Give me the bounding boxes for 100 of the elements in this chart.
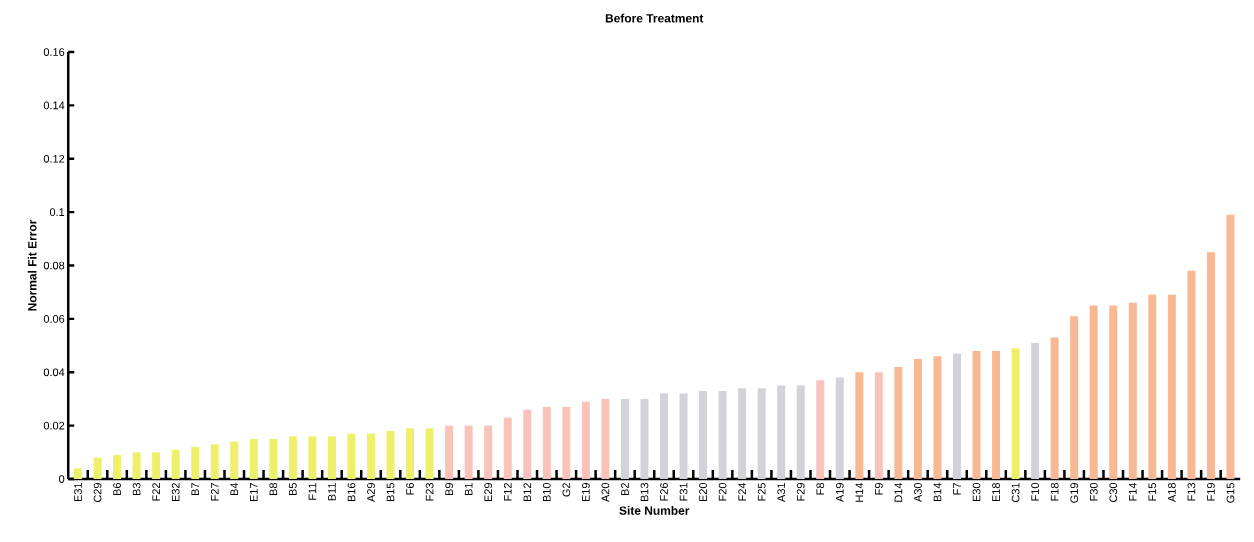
bar bbox=[367, 433, 375, 479]
x-tick-label: E20 bbox=[699, 482, 707, 502]
x-tick-label: D14 bbox=[894, 482, 903, 502]
x-tick-label: A30 bbox=[914, 482, 922, 502]
x-tick-label: B8 bbox=[269, 483, 278, 496]
bar bbox=[777, 385, 786, 479]
x-tick-label: B4 bbox=[230, 482, 239, 496]
x-tick-label: A19 bbox=[835, 483, 844, 502]
y-tick-label: 0.04 bbox=[43, 368, 65, 377]
x-tick-label: F19 bbox=[1207, 483, 1215, 501]
bar bbox=[1206, 252, 1215, 479]
bar bbox=[152, 452, 161, 479]
x-tick-label: E17 bbox=[250, 483, 258, 502]
bar bbox=[835, 377, 844, 479]
x-tick-label: E19 bbox=[581, 483, 590, 502]
x-tick-label: E31 bbox=[74, 483, 82, 502]
x-tick-label: F15 bbox=[1148, 482, 1157, 501]
bar bbox=[210, 444, 219, 479]
bar bbox=[464, 425, 473, 479]
bar bbox=[523, 409, 532, 479]
bar bbox=[1167, 294, 1176, 479]
x-tick-label: B11 bbox=[328, 483, 336, 501]
x-tick-label: A29 bbox=[367, 483, 375, 502]
bar bbox=[816, 380, 825, 479]
bar bbox=[1031, 342, 1040, 479]
y-axis-title: Normal Fit Error bbox=[27, 219, 37, 311]
chart-title: Before Treatment bbox=[605, 13, 704, 23]
x-tick-label: E18 bbox=[992, 483, 1000, 502]
x-tick-label: A20 bbox=[601, 482, 610, 502]
y-tick-label: 0.02 bbox=[43, 421, 65, 430]
x-tick-label: B14 bbox=[933, 482, 942, 502]
x-tick-label: C30 bbox=[1109, 482, 1118, 503]
x-tick-label: F9 bbox=[874, 483, 883, 495]
x-tick-label: E30 bbox=[972, 482, 981, 502]
bar bbox=[1148, 294, 1157, 479]
bar bbox=[757, 388, 766, 479]
x-tick-label: B2 bbox=[621, 483, 629, 496]
x-tick-label: A31 bbox=[777, 483, 786, 502]
x-tick-label: F18 bbox=[1050, 483, 1059, 501]
x-tick-label: G19 bbox=[1070, 483, 1079, 503]
bar bbox=[1187, 270, 1196, 479]
bar bbox=[542, 406, 551, 479]
bar bbox=[718, 390, 727, 479]
bar bbox=[1011, 348, 1020, 479]
x-tick-label: B7 bbox=[191, 483, 199, 496]
bar bbox=[874, 372, 883, 479]
x-tick-label: F24 bbox=[738, 482, 746, 501]
x-tick-label: H14 bbox=[855, 482, 864, 502]
bar bbox=[679, 393, 688, 479]
bar bbox=[445, 425, 454, 479]
x-tick-label: C29 bbox=[93, 483, 102, 503]
x-tick-label: F10 bbox=[1031, 482, 1039, 501]
y-tick-label: 0.1 bbox=[49, 208, 65, 216]
bar bbox=[191, 446, 200, 479]
bar bbox=[855, 372, 864, 479]
x-tick-label: F20 bbox=[718, 482, 727, 501]
x-tick-label: G15 bbox=[1226, 482, 1235, 503]
bar bbox=[1128, 302, 1137, 479]
x-tick-label: B13 bbox=[640, 483, 649, 502]
bar bbox=[249, 438, 258, 479]
bar bbox=[913, 358, 922, 479]
bar bbox=[132, 452, 141, 479]
bar bbox=[796, 385, 805, 479]
y-tick-label: 0.14 bbox=[43, 101, 65, 110]
bar bbox=[640, 398, 649, 479]
bar bbox=[952, 353, 961, 479]
bar bbox=[288, 436, 297, 479]
x-tick-label: F22 bbox=[152, 483, 160, 501]
x-tick-label: F13 bbox=[1187, 483, 1196, 501]
x-tick-label: F26 bbox=[660, 483, 668, 501]
bar bbox=[562, 406, 571, 479]
bar bbox=[74, 468, 82, 479]
bar bbox=[171, 449, 180, 479]
x-tick-label: F29 bbox=[796, 483, 805, 501]
x-tick-label: B9 bbox=[445, 483, 454, 496]
bar bbox=[620, 398, 629, 479]
x-tick-label: E29 bbox=[484, 483, 493, 502]
x-tick-label: B16 bbox=[347, 483, 356, 502]
x-tick-label: F25 bbox=[757, 482, 766, 501]
x-tick-label: B1 bbox=[464, 483, 473, 496]
bar bbox=[113, 454, 122, 479]
bar bbox=[269, 438, 278, 479]
x-tick-label: F6 bbox=[406, 483, 414, 495]
x-tick-label: F8 bbox=[816, 483, 825, 495]
x-tick-label: F12 bbox=[503, 483, 512, 501]
y-tick-label: 0.12 bbox=[43, 154, 65, 163]
x-tick-label: F30 bbox=[1089, 482, 1098, 501]
y-tick-label: 0.08 bbox=[43, 261, 65, 270]
bar bbox=[894, 366, 903, 479]
bar bbox=[1050, 337, 1059, 479]
x-tick-label: B15 bbox=[386, 482, 395, 502]
bar bbox=[484, 425, 493, 479]
bar bbox=[406, 428, 415, 479]
bar bbox=[601, 398, 610, 479]
x-tick-label: B3 bbox=[132, 483, 141, 496]
bar bbox=[1070, 316, 1079, 479]
bar bbox=[308, 436, 317, 479]
bar bbox=[230, 441, 239, 479]
bar bbox=[659, 393, 668, 479]
x-tick-label: E32 bbox=[171, 483, 180, 502]
